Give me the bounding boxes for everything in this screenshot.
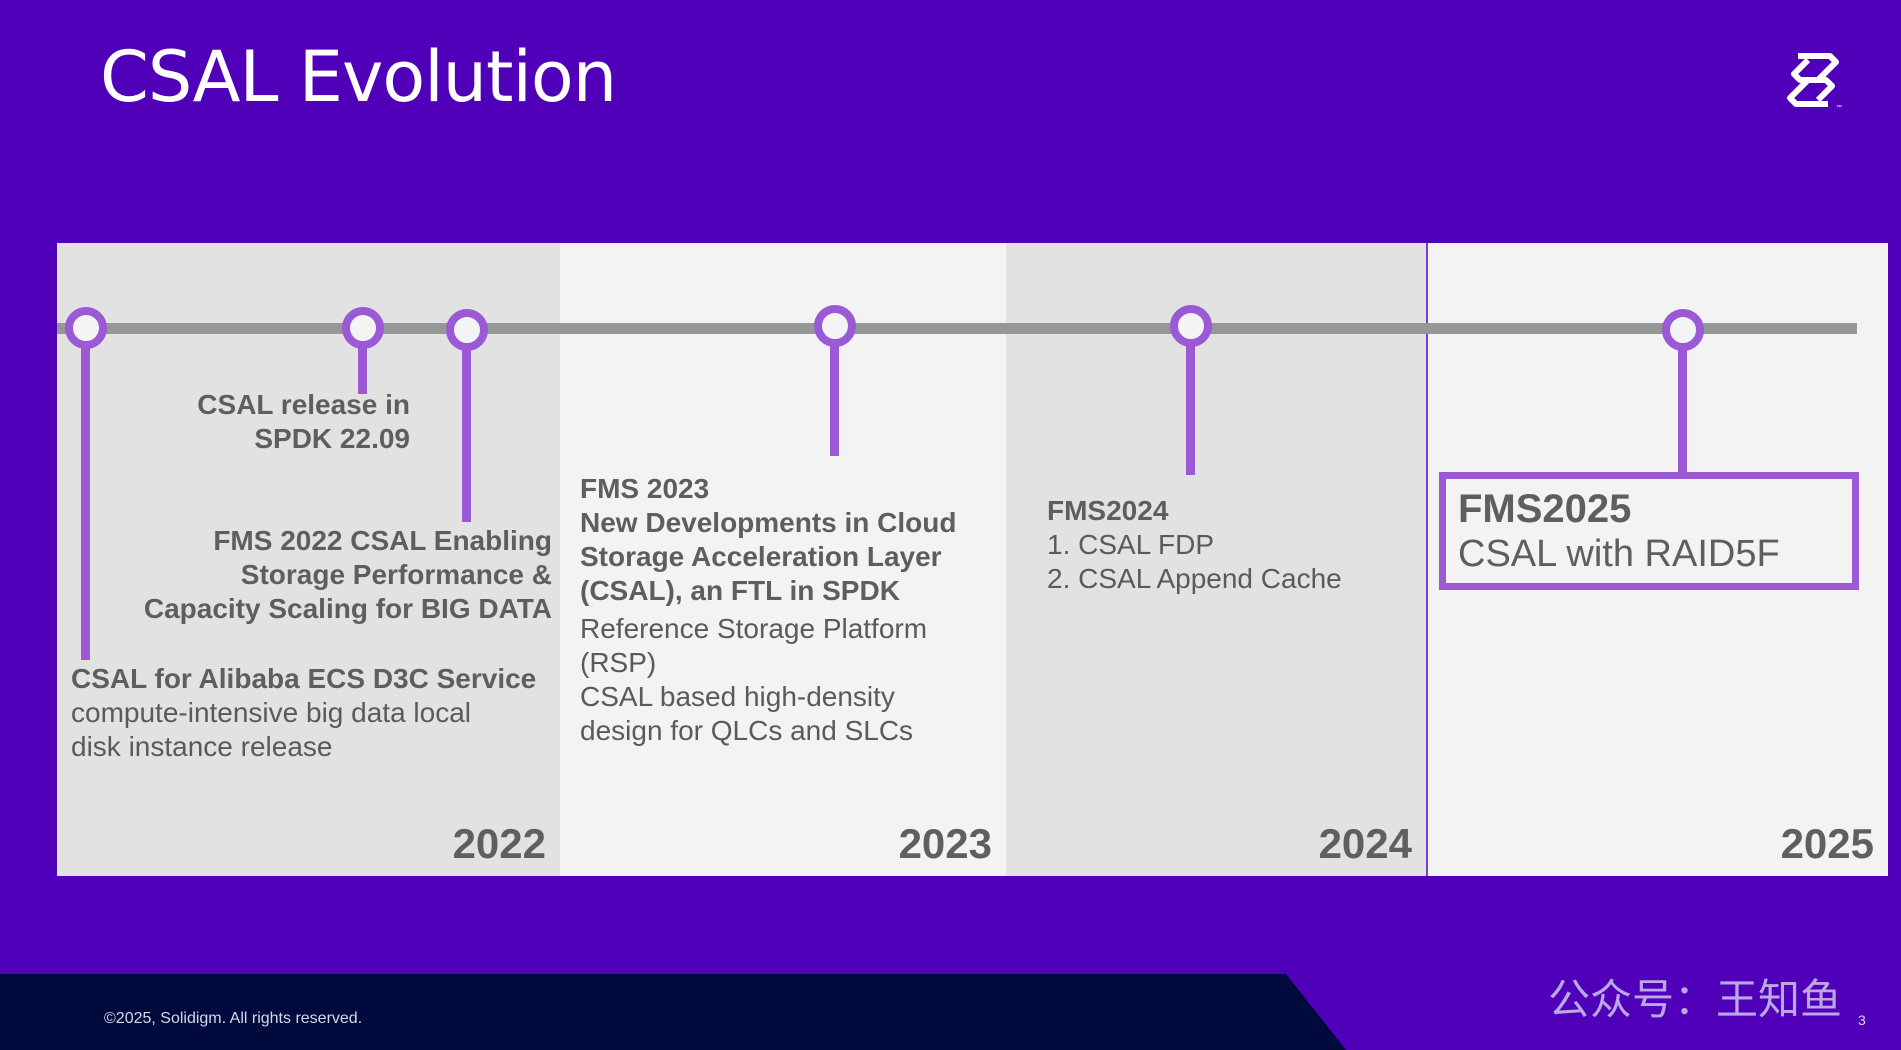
event-alibaba: CSAL for Alibaba ECS D3C Service compute…: [71, 662, 551, 764]
year-label-2025: 2025: [1780, 820, 1874, 867]
footer-band: [0, 974, 1346, 1050]
event-fms2023-line1: New Developments in Cloud: [580, 507, 957, 538]
event-fms2023-title: FMS 2023: [580, 473, 710, 504]
watermark-text: 公众号：王知鱼: [1548, 975, 1843, 1024]
event-fms2023: FMS 2023 New Developments in Cloud Stora…: [580, 472, 1000, 748]
event-fms2024-item1: 1. CSAL FDP: [1047, 529, 1215, 560]
event-spdk-line1: CSAL release in: [197, 389, 410, 420]
year-label-2022: 2022: [452, 820, 546, 867]
timeline-node-spdk: [342, 307, 384, 349]
event-fms2022-line3: Capacity Scaling for BIG DATA: [143, 593, 552, 624]
copyright-text: ©2025, Solidigm. All rights reserved.: [104, 1010, 363, 1027]
event-fms2023-line4: Reference Storage Platform: [580, 613, 928, 644]
timeline-bar: [57, 323, 1857, 334]
timeline-node-alibaba: [65, 307, 107, 349]
timeline-node-fms2025: [1662, 309, 1704, 351]
event-fms2022-line2: Storage Performance &: [240, 559, 552, 590]
event-fms2023-line6: CSAL based high-density: [580, 681, 895, 712]
year-panel-2024: 2024: [1006, 243, 1426, 876]
timeline-node-fms2023: [814, 305, 856, 347]
event-alibaba-line1: compute-intensive big data local: [71, 697, 472, 728]
timeline-stem-fms2023: [830, 330, 839, 456]
event-alibaba-title: CSAL for Alibaba ECS D3C Service: [71, 663, 537, 694]
event-fms2024: FMS2024 1. CSAL FDP 2. CSAL Append Cache: [1047, 494, 1407, 596]
event-alibaba-line2: disk instance release: [71, 731, 333, 762]
page-number: 3: [1858, 1012, 1866, 1028]
event-fms2023-line5: (RSP): [580, 647, 657, 678]
timeline-stem-fms2024: [1186, 330, 1195, 475]
year-label-2023: 2023: [898, 820, 992, 867]
year-label-2024: 2024: [1318, 820, 1412, 867]
timeline-node-fms2022: [446, 309, 488, 351]
event-spdk-line2: SPDK 22.09: [254, 423, 410, 454]
event-fms2022-line1: FMS 2022 CSAL Enabling: [213, 525, 552, 556]
timeline-stem-spdk: [358, 330, 367, 394]
event-fms2023-line7: design for QLCs and SLCs: [580, 715, 914, 746]
timeline-node-fms2024: [1170, 305, 1212, 347]
event-fms2024-title: FMS2024: [1047, 495, 1169, 526]
event-fms2025-subtitle: CSAL with RAID5F: [1458, 533, 1780, 575]
year-panel-2023: 2023: [560, 243, 1006, 876]
svg-text:™: ™: [1836, 104, 1842, 110]
event-fms2023-line3: (CSAL), an FTL in SPDK: [580, 575, 900, 606]
event-fms2022: FMS 2022 CSAL Enabling Storage Performan…: [100, 524, 552, 626]
timeline-stem-fms2022: [462, 330, 471, 522]
slide-title: CSAL Evolution: [100, 36, 617, 118]
event-fms2024-item2: 2. CSAL Append Cache: [1047, 563, 1342, 594]
solidigm-logo-icon: ™: [1787, 53, 1842, 110]
timeline-stem-fms2025: [1678, 330, 1687, 474]
event-fms2025-title: FMS2025: [1458, 487, 1632, 531]
event-spdk-release: CSAL release in SPDK 22.09: [160, 388, 410, 456]
event-fms2023-line2: Storage Acceleration Layer: [580, 541, 942, 572]
event-fms2025-box: FMS2025 CSAL with RAID5F: [1439, 472, 1859, 590]
timeline-stem-alibaba: [81, 330, 90, 660]
